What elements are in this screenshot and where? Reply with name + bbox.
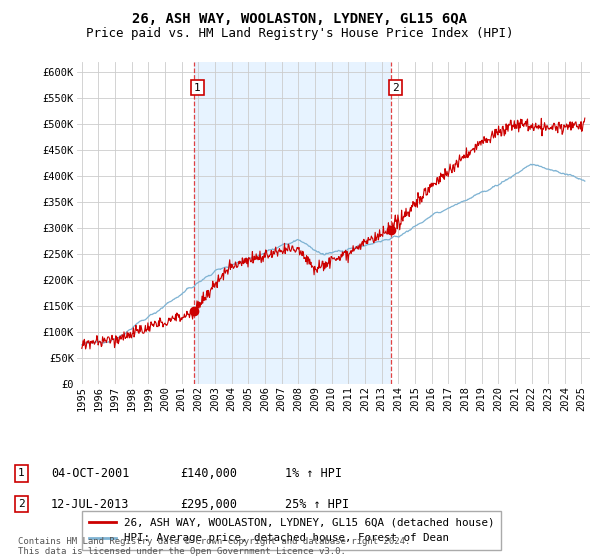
Text: 12-JUL-2013: 12-JUL-2013 [51, 497, 130, 511]
Text: 2: 2 [18, 499, 25, 509]
Legend: 26, ASH WAY, WOOLASTON, LYDNEY, GL15 6QA (detached house), HPI: Average price, d: 26, ASH WAY, WOOLASTON, LYDNEY, GL15 6QA… [82, 511, 502, 550]
Text: Price paid vs. HM Land Registry's House Price Index (HPI): Price paid vs. HM Land Registry's House … [86, 27, 514, 40]
Text: £295,000: £295,000 [180, 497, 237, 511]
Text: 2: 2 [392, 82, 399, 92]
Text: 1% ↑ HPI: 1% ↑ HPI [285, 466, 342, 480]
Text: 1: 1 [18, 468, 25, 478]
Bar [194, 62, 391, 384]
Text: 25% ↑ HPI: 25% ↑ HPI [285, 497, 349, 511]
Text: 26, ASH WAY, WOOLASTON, LYDNEY, GL15 6QA: 26, ASH WAY, WOOLASTON, LYDNEY, GL15 6QA [133, 12, 467, 26]
Text: 1: 1 [194, 82, 201, 92]
Text: 04-OCT-2001: 04-OCT-2001 [51, 466, 130, 480]
Text: £140,000: £140,000 [180, 466, 237, 480]
Text: Contains HM Land Registry data © Crown copyright and database right 2024.
This d: Contains HM Land Registry data © Crown c… [18, 536, 410, 556]
